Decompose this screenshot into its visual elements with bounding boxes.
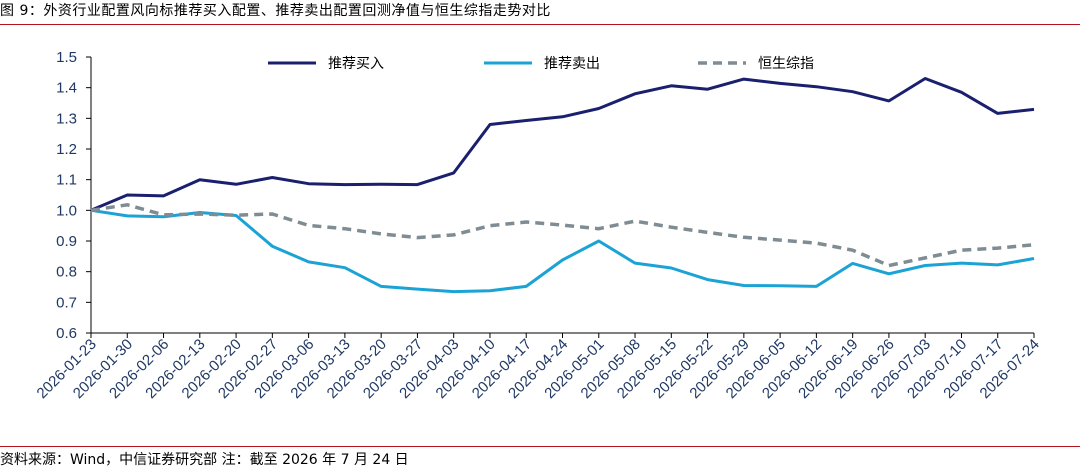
y-tick-label: 1.5 bbox=[56, 49, 77, 66]
y-tick-label: 0.8 bbox=[56, 264, 77, 281]
y-axis-ticks: 0.6 0.7 0.8 0.9 1.0 1.1 1.2 1.3 1.4 1.5 bbox=[56, 49, 91, 342]
y-tick-label: 1.2 bbox=[56, 141, 77, 158]
x-axis-ticks: 2026-01-232026-01-302026-02-062026-02-13… bbox=[34, 333, 1043, 402]
y-tick-label: 1.1 bbox=[56, 172, 77, 189]
y-tick-label: 1.3 bbox=[56, 110, 77, 127]
chart-legend: 推荐买入 推荐卖出 恒生综指 bbox=[268, 56, 814, 72]
chart-series bbox=[90, 77, 1035, 294]
figure-title: 图 9：外资行业配置风向标推荐买入配置、推荐卖出配置回测净值与恒生综指走势对比 bbox=[0, 3, 551, 19]
y-tick-label: 1.4 bbox=[56, 80, 77, 97]
source-rule bbox=[0, 446, 1080, 447]
legend-label-3: 恒生综指 bbox=[758, 56, 814, 72]
series-line-1 bbox=[90, 77, 1035, 212]
y-tick-label: 0.9 bbox=[56, 233, 77, 250]
y-tick-label: 1.0 bbox=[56, 202, 77, 219]
y-tick-label: 0.7 bbox=[56, 294, 77, 311]
series-line-3 bbox=[90, 203, 1035, 268]
source-note: 资料来源：Wind，中信证券研究部 注：截至 2026 年 7 月 24 日 bbox=[0, 452, 409, 468]
series-line-2 bbox=[90, 208, 1035, 294]
legend-label-1: 推荐买入 bbox=[328, 56, 384, 72]
legend-label-2: 推荐卖出 bbox=[544, 56, 600, 72]
title-rule bbox=[0, 24, 1080, 25]
line-chart: 0.6 0.7 0.8 0.9 1.0 1.1 1.2 1.3 1.4 1.5 2026-01-2… bbox=[34, 49, 1043, 402]
y-tick-label: 0.6 bbox=[56, 325, 77, 342]
